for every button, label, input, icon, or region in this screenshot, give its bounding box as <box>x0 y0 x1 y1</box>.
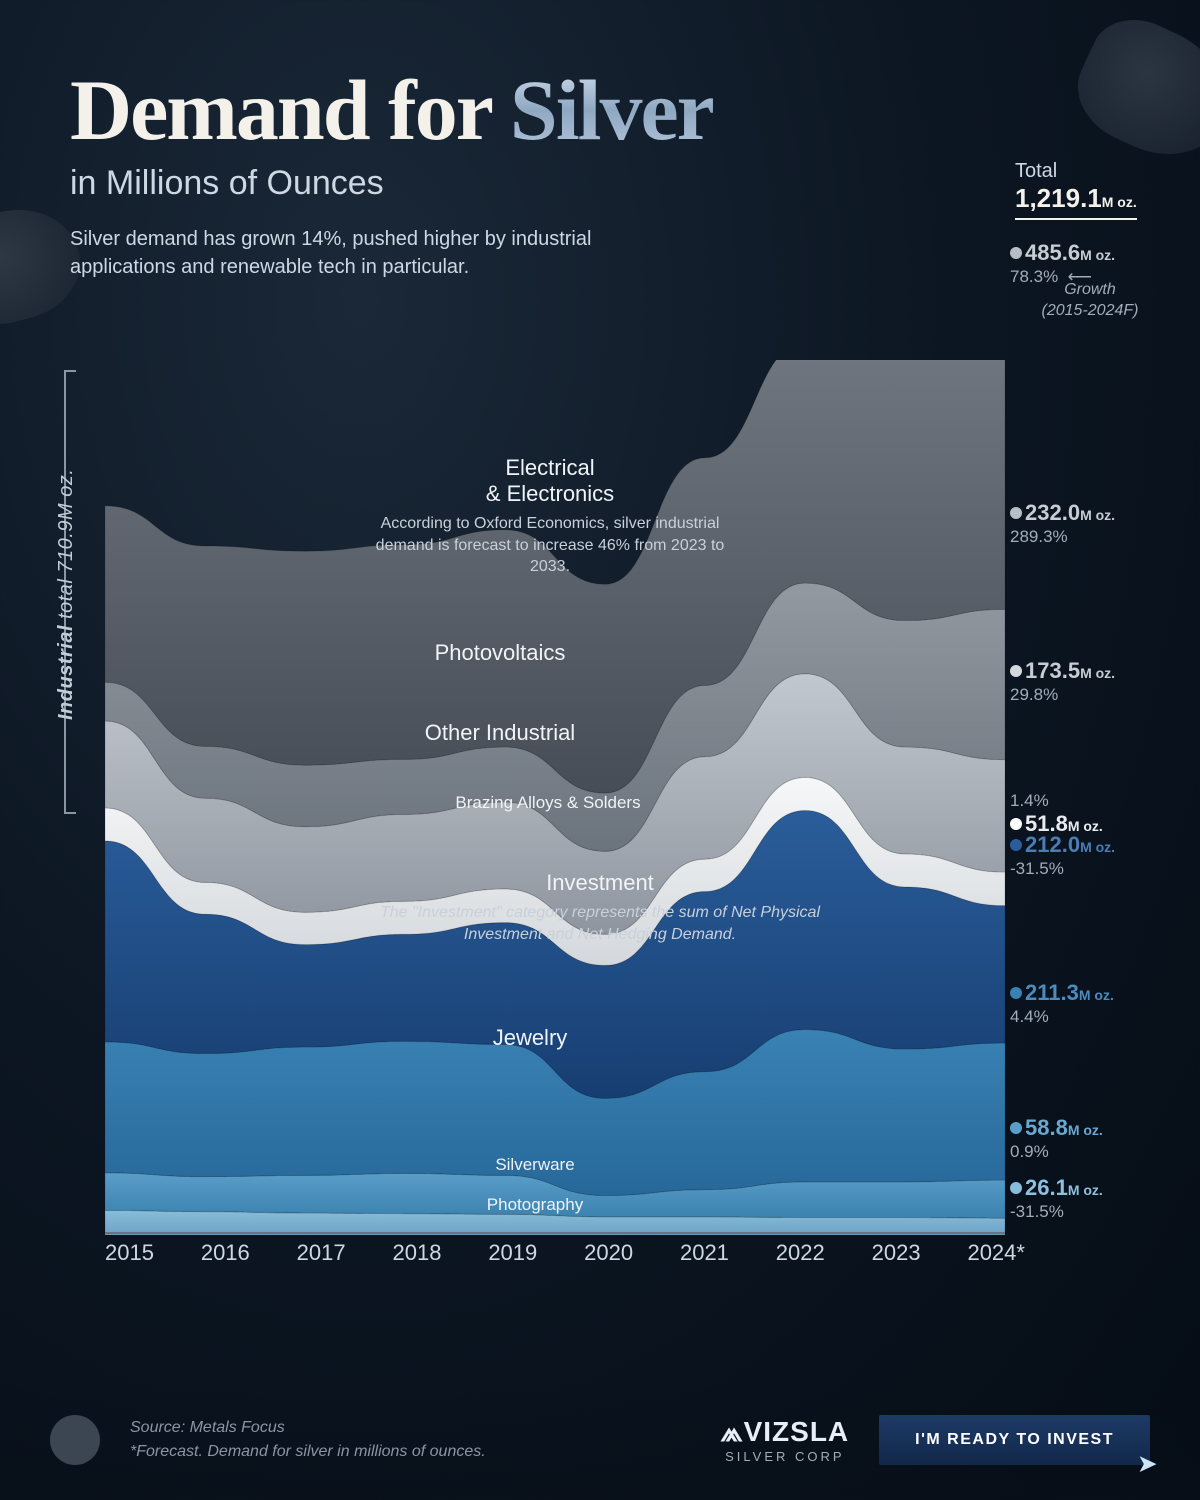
end-label: 232.0M oz.289.3% <box>1010 500 1115 547</box>
cursor-icon: ➤ <box>1138 1451 1158 1477</box>
y-axis-rest: total 710.9M oz. <box>55 469 77 625</box>
growth-value: 289.3% <box>1010 527 1115 547</box>
end-value: 212.0M oz. <box>1010 832 1115 858</box>
brand-logo: ⩕VIZSLA SILVER CORP <box>721 1416 850 1464</box>
x-tick: 2021 <box>680 1240 729 1266</box>
infographic-container: Demand for Silver in Millions of Ounces … <box>0 0 1200 1500</box>
brand-name: ⩕VIZSLA <box>721 1416 850 1449</box>
footer: Source: Metals Focus*Forecast. Demand fo… <box>0 1380 1200 1500</box>
x-tick: 2016 <box>201 1240 250 1266</box>
title-row: Demand for Silver <box>70 60 1180 160</box>
growth-value: 78.3% ⟵ <box>1010 267 1115 287</box>
series-dot <box>1010 247 1022 259</box>
description: Silver demand has grown 14%, pushed high… <box>70 225 630 281</box>
total-unit: M oz. <box>1102 194 1137 210</box>
end-value: 173.5M oz. <box>1010 658 1115 684</box>
total-value: 1,219.1M oz. <box>1015 183 1137 220</box>
series-dot <box>1010 818 1022 830</box>
chart-baseline <box>105 1232 1005 1234</box>
cta-button[interactable]: I'M READY TO INVEST ➤ <box>879 1415 1150 1465</box>
series-dot <box>1010 507 1022 519</box>
y-bracket-bot <box>64 812 76 814</box>
x-tick: 2022 <box>776 1240 825 1266</box>
end-value: 58.8M oz. <box>1010 1115 1103 1141</box>
y-axis-bold: Industrial <box>55 625 77 720</box>
stacked-area-chart <box>105 360 1005 1235</box>
growth-value: 29.8% <box>1010 685 1115 705</box>
x-tick: 2024* <box>967 1240 1025 1266</box>
series-dot <box>1010 1122 1022 1134</box>
subtitle: in Millions of Ounces <box>70 164 1180 203</box>
growth-value: -31.5% <box>1010 1202 1103 1222</box>
series-dot <box>1010 987 1022 999</box>
end-value: 211.3M oz. <box>1010 980 1114 1006</box>
end-label: 212.0M oz.-31.5% <box>1010 832 1115 879</box>
x-axis: 2015 2016 2017 2018 2019 2020 2021 2022 2023 2024… <box>105 1240 1025 1266</box>
end-value: 232.0M oz. <box>1010 500 1115 526</box>
total-number: 1,219.1 <box>1015 183 1102 213</box>
total-label: Total <box>1015 160 1137 183</box>
footer-source: Source: Metals Focus*Forecast. Demand fo… <box>130 1416 691 1464</box>
chart-svg <box>105 360 1005 1235</box>
end-value: 26.1M oz. <box>1010 1175 1103 1201</box>
growth-value: 1.4% <box>1010 791 1103 811</box>
end-label: 1.4%51.8M oz. <box>1010 790 1103 837</box>
series-dot <box>1010 839 1022 851</box>
brand-subtitle: SILVER CORP <box>725 1449 844 1464</box>
total-block: Total 1,219.1M oz. <box>1015 160 1137 220</box>
x-tick: 2018 <box>392 1240 441 1266</box>
y-axis-label: Industrial total 710.9M oz. <box>55 469 78 720</box>
x-tick: 2017 <box>297 1240 346 1266</box>
x-tick: 2015 <box>105 1240 154 1266</box>
end-value: 485.6M oz. <box>1010 240 1115 266</box>
series-dot <box>1010 1182 1022 1194</box>
cta-label: I'M READY TO INVEST <box>915 1431 1114 1448</box>
x-tick: 2020 <box>584 1240 633 1266</box>
publisher-logo <box>50 1415 100 1465</box>
end-label: 58.8M oz.0.9% <box>1010 1115 1103 1162</box>
end-label: 173.5M oz.29.8% <box>1010 658 1115 705</box>
title-main: Demand for <box>70 60 492 160</box>
end-label: 26.1M oz.-31.5% <box>1010 1175 1103 1222</box>
growth-value: 4.4% <box>1010 1007 1114 1027</box>
growth-value: 0.9% <box>1010 1142 1103 1162</box>
series-dot <box>1010 665 1022 677</box>
title-accent: Silver <box>510 60 713 160</box>
end-label: 485.6M oz.78.3% ⟵ <box>1010 240 1115 287</box>
growth-value: -31.5% <box>1010 859 1115 879</box>
x-tick: 2019 <box>488 1240 537 1266</box>
end-label: 211.3M oz.4.4% <box>1010 980 1114 1027</box>
x-tick: 2023 <box>872 1240 921 1266</box>
